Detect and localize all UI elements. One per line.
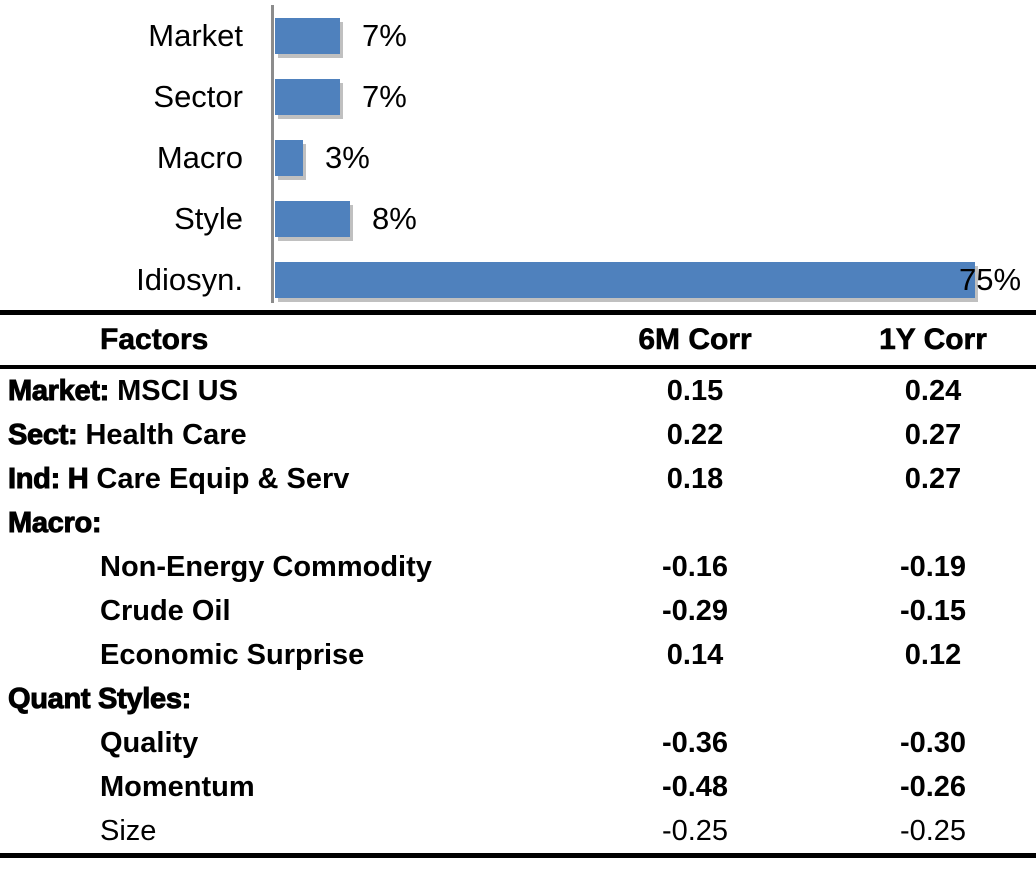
chart-rows: Market 7% Sector 7% Macro 3% Style 8% Idiosyn. 75… <box>0 5 1036 310</box>
row-label-cell: Ind: H Care Equip & Serv <box>0 457 560 501</box>
cell-1y-corr: -0.25 <box>899 814 967 847</box>
header-factors: Factors <box>0 315 560 369</box>
cell-6m-corr <box>560 677 830 721</box>
row-label: Economic Surprise <box>100 638 365 671</box>
table-row: Crude Oil -0.29 -0.15 <box>0 589 1036 633</box>
chart-value-label: 75% <box>959 262 1022 297</box>
row-label-prefix: Quant Styles: <box>7 682 192 715</box>
row-label-cell: Quality <box>0 721 560 765</box>
chart-category-label: Sector <box>153 79 243 114</box>
row-label: Momentum <box>100 770 255 803</box>
chart-row: Market 7% <box>0 5 1036 66</box>
row-label-prefix: Sect: <box>7 418 78 451</box>
cell-6m-corr: -0.25 <box>661 814 729 847</box>
row-label-cell: Quant Styles: <box>0 677 560 721</box>
chart-bar <box>275 200 350 237</box>
table-header-row: Factors 6M Corr 1Y Corr <box>0 315 1036 369</box>
row-label: MSCI US <box>109 374 238 407</box>
chart-value-label: 7% <box>362 79 407 114</box>
table-row: Market: MSCI US 0.15 0.24 <box>0 367 1036 413</box>
cell-1y-corr: -0.26 <box>899 770 967 803</box>
row-label-cell: Crude Oil <box>0 589 560 633</box>
table-body: Market: MSCI US 0.15 0.24 Sect: Health Care… <box>0 367 1036 853</box>
row-label-cell: Size <box>0 809 560 853</box>
chart-category-label: Idiosyn. <box>136 262 243 297</box>
chart-value-label: 7% <box>362 18 407 53</box>
factor-correlation-table: Factors 6M Corr 1Y Corr Market: MSCI US 0… <box>0 315 1036 853</box>
chart-bar <box>275 17 340 54</box>
table-row: Quality -0.36 -0.30 <box>0 721 1036 765</box>
row-label-cell: Non-Energy Commodity <box>0 545 560 589</box>
chart-category-label: Style <box>174 201 243 236</box>
cell-1y-corr <box>830 501 1036 545</box>
cell-6m-corr: -0.36 <box>661 726 729 759</box>
chart-bar <box>275 78 340 115</box>
chart-row: Style 8% <box>0 188 1036 249</box>
chart-bar <box>275 139 303 176</box>
chart-category-label: Macro <box>156 140 243 175</box>
row-label: Health Care <box>77 418 247 451</box>
table-top-rule <box>0 310 1036 315</box>
chart-value-label: 8% <box>372 201 417 236</box>
row-label-cell: Sect: Health Care <box>0 413 560 457</box>
cell-1y-corr: -0.19 <box>899 550 967 583</box>
row-label-cell: Market: MSCI US <box>0 367 560 413</box>
row-label: Crude Oil <box>100 594 231 627</box>
chart-category-label: Market <box>148 18 243 53</box>
table-row: Size -0.25 -0.25 <box>0 809 1036 853</box>
cell-1y-corr: -0.15 <box>899 594 967 627</box>
table-row: Macro: <box>0 501 1036 545</box>
header-1y-corr: 1Y Corr <box>830 315 1036 369</box>
row-label: Non-Energy Commodity <box>100 550 432 583</box>
cell-1y-corr: 0.27 <box>904 418 962 451</box>
cell-6m-corr: 0.15 <box>666 374 724 407</box>
cell-1y-corr <box>830 677 1036 721</box>
row-label-cell: Momentum <box>0 765 560 809</box>
cell-1y-corr: 0.24 <box>904 374 962 407</box>
table-row: Quant Styles: <box>0 677 1036 721</box>
cell-6m-corr: 0.14 <box>666 638 724 671</box>
header-6m-corr: 6M Corr <box>560 315 830 369</box>
row-label-prefix: Ind: H <box>7 462 89 495</box>
row-label: Care Equip & Serv <box>88 462 350 495</box>
table-row: Ind: H Care Equip & Serv 0.18 0.27 <box>0 457 1036 501</box>
chart-axis-line <box>271 5 274 303</box>
row-label-cell: Macro: <box>0 501 560 545</box>
cell-1y-corr: 0.12 <box>904 638 962 671</box>
table-row: Non-Energy Commodity -0.16 -0.19 <box>0 545 1036 589</box>
chart-value-label: 3% <box>325 140 370 175</box>
row-label: Size <box>100 814 157 847</box>
cell-6m-corr: 0.22 <box>666 418 724 451</box>
cell-6m-corr: -0.48 <box>661 770 729 803</box>
chart-row: Idiosyn. 75% <box>0 249 1036 310</box>
chart-bar <box>275 261 975 298</box>
table-bottom-rule <box>0 853 1036 858</box>
cell-6m-corr: -0.29 <box>661 594 729 627</box>
row-label: Quality <box>100 726 199 759</box>
row-label-prefix: Macro: <box>7 506 102 539</box>
cell-6m-corr: -0.16 <box>661 550 729 583</box>
chart-row: Macro 3% <box>0 127 1036 188</box>
table-row: Momentum -0.48 -0.26 <box>0 765 1036 809</box>
row-label-cell: Economic Surprise <box>0 633 560 677</box>
chart-row: Sector 7% <box>0 66 1036 127</box>
table-row: Sect: Health Care 0.22 0.27 <box>0 413 1036 457</box>
cell-1y-corr: -0.30 <box>899 726 967 759</box>
cell-6m-corr <box>560 501 830 545</box>
cell-1y-corr: 0.27 <box>904 462 962 495</box>
risk-decomposition-bar-chart: Market 7% Sector 7% Macro 3% Style 8% Idiosyn. 75… <box>0 0 1036 310</box>
row-label-prefix: Market: <box>7 374 110 407</box>
table-row: Economic Surprise 0.14 0.12 <box>0 633 1036 677</box>
cell-6m-corr: 0.18 <box>666 462 724 495</box>
